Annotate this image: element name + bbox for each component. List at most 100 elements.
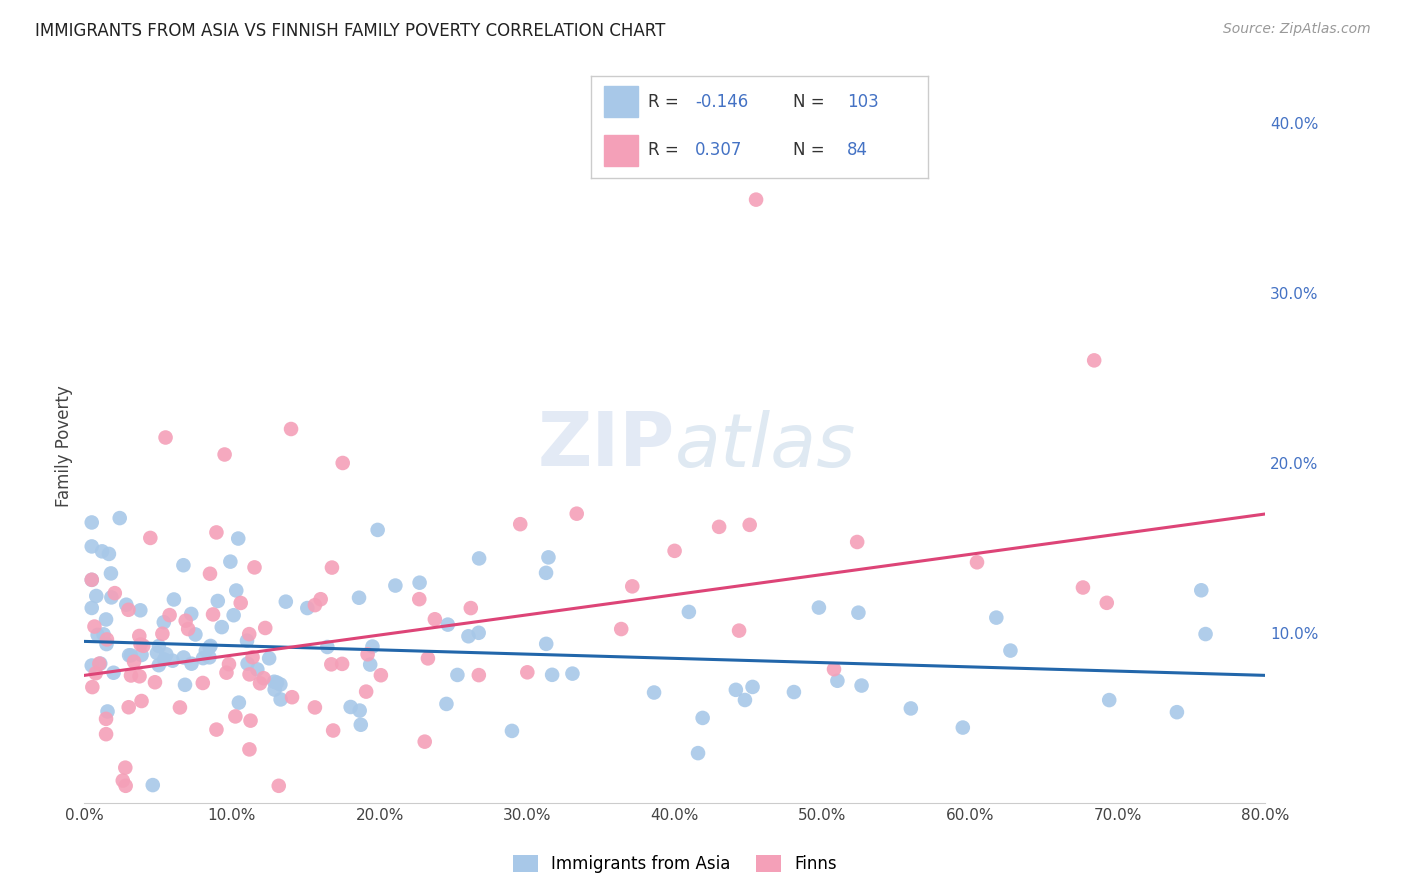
Point bbox=[257, 651, 280, 665]
Point bbox=[565, 507, 588, 521]
Point bbox=[851, 679, 873, 693]
Point bbox=[266, 675, 288, 690]
Point bbox=[1194, 627, 1216, 641]
Point bbox=[96, 705, 118, 719]
Point bbox=[349, 704, 371, 718]
Point bbox=[408, 592, 430, 607]
Point bbox=[162, 654, 184, 668]
Text: N =: N = bbox=[793, 141, 824, 159]
Text: R =: R = bbox=[648, 93, 679, 111]
Point bbox=[222, 608, 245, 623]
Point bbox=[153, 652, 176, 666]
Point bbox=[297, 601, 319, 615]
Point bbox=[122, 655, 145, 669]
Point bbox=[1083, 353, 1105, 368]
Point bbox=[152, 627, 174, 641]
Point bbox=[354, 684, 377, 698]
Point bbox=[180, 607, 202, 621]
Point bbox=[846, 535, 869, 549]
Point bbox=[104, 586, 127, 600]
Point bbox=[173, 650, 195, 665]
Bar bbox=[605, 136, 638, 166]
Point bbox=[80, 658, 103, 673]
Point bbox=[84, 666, 107, 681]
Point bbox=[132, 639, 155, 653]
Point bbox=[115, 598, 138, 612]
Point bbox=[304, 700, 326, 714]
Point bbox=[163, 592, 186, 607]
Point bbox=[332, 456, 354, 470]
Point bbox=[96, 637, 118, 651]
Text: Source: ZipAtlas.com: Source: ZipAtlas.com bbox=[1223, 22, 1371, 37]
Point bbox=[541, 668, 564, 682]
Point bbox=[359, 657, 381, 672]
Point bbox=[741, 680, 763, 694]
Point bbox=[692, 711, 714, 725]
Point bbox=[457, 629, 479, 643]
Point bbox=[148, 639, 170, 653]
Point bbox=[309, 592, 332, 607]
Point bbox=[191, 651, 214, 665]
Point bbox=[236, 633, 259, 648]
Point bbox=[347, 591, 370, 605]
Point bbox=[82, 680, 104, 694]
Point bbox=[734, 693, 756, 707]
Point bbox=[80, 573, 103, 587]
Point bbox=[86, 628, 108, 642]
Point bbox=[180, 657, 202, 671]
Point bbox=[177, 622, 200, 636]
Point bbox=[218, 657, 240, 672]
Point bbox=[678, 605, 700, 619]
Point bbox=[269, 677, 291, 691]
Point bbox=[129, 603, 152, 617]
Point bbox=[952, 721, 974, 735]
Text: IMMIGRANTS FROM ASIA VS FINNISH FAMILY POVERTY CORRELATION CHART: IMMIGRANTS FROM ASIA VS FINNISH FAMILY P… bbox=[35, 22, 665, 40]
Point bbox=[468, 668, 491, 682]
Point bbox=[226, 532, 249, 546]
Point bbox=[238, 667, 260, 681]
Point bbox=[89, 657, 111, 671]
Point bbox=[205, 723, 228, 737]
Point bbox=[155, 430, 177, 444]
Point bbox=[91, 544, 114, 558]
Point bbox=[252, 671, 274, 685]
Point bbox=[534, 637, 557, 651]
Point bbox=[321, 560, 343, 574]
Point bbox=[214, 448, 236, 462]
Point bbox=[219, 555, 242, 569]
Point bbox=[339, 700, 361, 714]
Point bbox=[114, 779, 136, 793]
Point bbox=[1095, 596, 1118, 610]
Point bbox=[239, 714, 262, 728]
Point bbox=[436, 617, 458, 632]
Point bbox=[80, 516, 103, 530]
Point bbox=[139, 531, 162, 545]
Point bbox=[745, 193, 768, 207]
Point bbox=[100, 591, 122, 605]
Point bbox=[205, 525, 228, 540]
Point bbox=[148, 658, 170, 673]
Point bbox=[986, 610, 1008, 624]
Text: R =: R = bbox=[648, 141, 679, 159]
Point bbox=[446, 668, 468, 682]
Point bbox=[322, 723, 344, 738]
Text: ZIP: ZIP bbox=[537, 409, 675, 483]
Point bbox=[263, 682, 285, 697]
Point bbox=[243, 560, 266, 574]
Point bbox=[783, 685, 806, 699]
Point bbox=[215, 665, 238, 680]
Point bbox=[207, 594, 229, 608]
Point bbox=[118, 700, 141, 714]
Y-axis label: Family Poverty: Family Poverty bbox=[55, 385, 73, 507]
Text: N =: N = bbox=[793, 93, 824, 111]
Point bbox=[643, 685, 665, 699]
Point bbox=[537, 550, 560, 565]
Point bbox=[280, 422, 302, 436]
Point bbox=[460, 601, 482, 615]
Point bbox=[664, 544, 686, 558]
Point bbox=[254, 621, 277, 635]
Point bbox=[94, 727, 117, 741]
Text: -0.146: -0.146 bbox=[695, 93, 748, 111]
Point bbox=[89, 657, 111, 671]
Point bbox=[848, 606, 870, 620]
